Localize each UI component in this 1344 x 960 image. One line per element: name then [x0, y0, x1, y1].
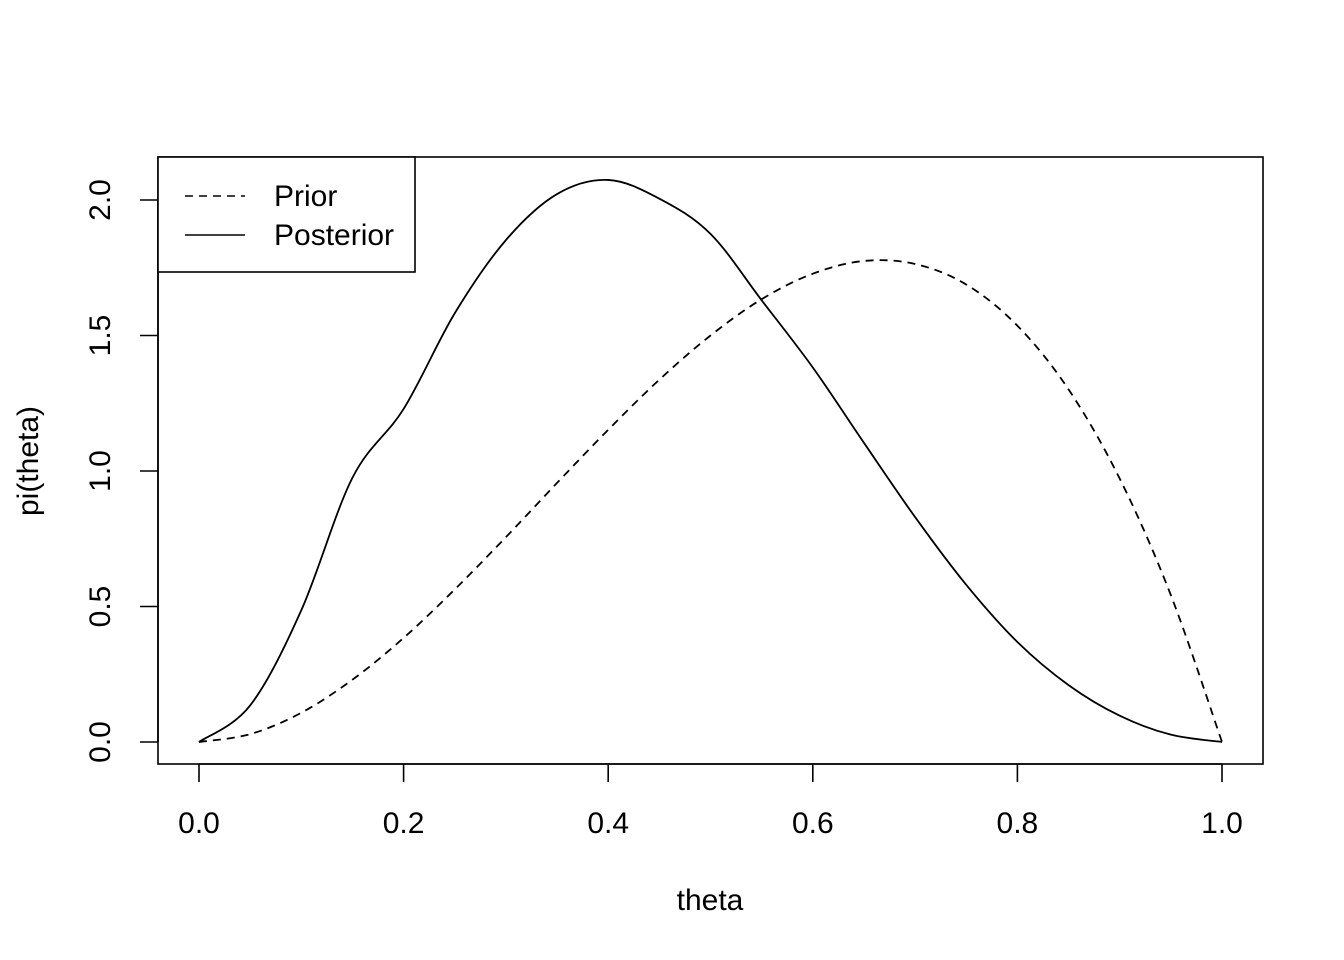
series-layer	[198, 179, 1223, 743]
x-axis-label: theta	[677, 884, 744, 917]
legend-box	[157, 156, 416, 273]
legend: Prior Posterior	[157, 156, 416, 273]
y-axis: 0.0 0.5 1.0 1.5 2.0	[84, 179, 159, 763]
y-tick-label: 1.5	[84, 315, 117, 357]
x-tick-label: 0.8	[997, 807, 1039, 840]
legend-label-prior: Prior	[274, 180, 337, 213]
legend-label-posterior: Posterior	[274, 219, 394, 252]
x-tick-label: 1.0	[1201, 807, 1243, 840]
x-tick-label: 0.0	[178, 807, 220, 840]
y-tick-label: 0.0	[84, 721, 117, 763]
series-line-prior	[198, 259, 1223, 743]
y-tick-label: 0.5	[84, 586, 117, 628]
x-axis: 0.0 0.2 0.4 0.6 0.8 1.0	[178, 763, 1243, 840]
y-tick-label: 2.0	[84, 179, 117, 221]
y-tick-label: 1.0	[84, 450, 117, 492]
series-line-posterior	[198, 179, 1223, 743]
x-tick-label: 0.6	[792, 807, 834, 840]
y-axis-label: pi(theta)	[12, 406, 45, 516]
x-tick-label: 0.2	[383, 807, 425, 840]
x-tick-label: 0.4	[587, 807, 629, 840]
